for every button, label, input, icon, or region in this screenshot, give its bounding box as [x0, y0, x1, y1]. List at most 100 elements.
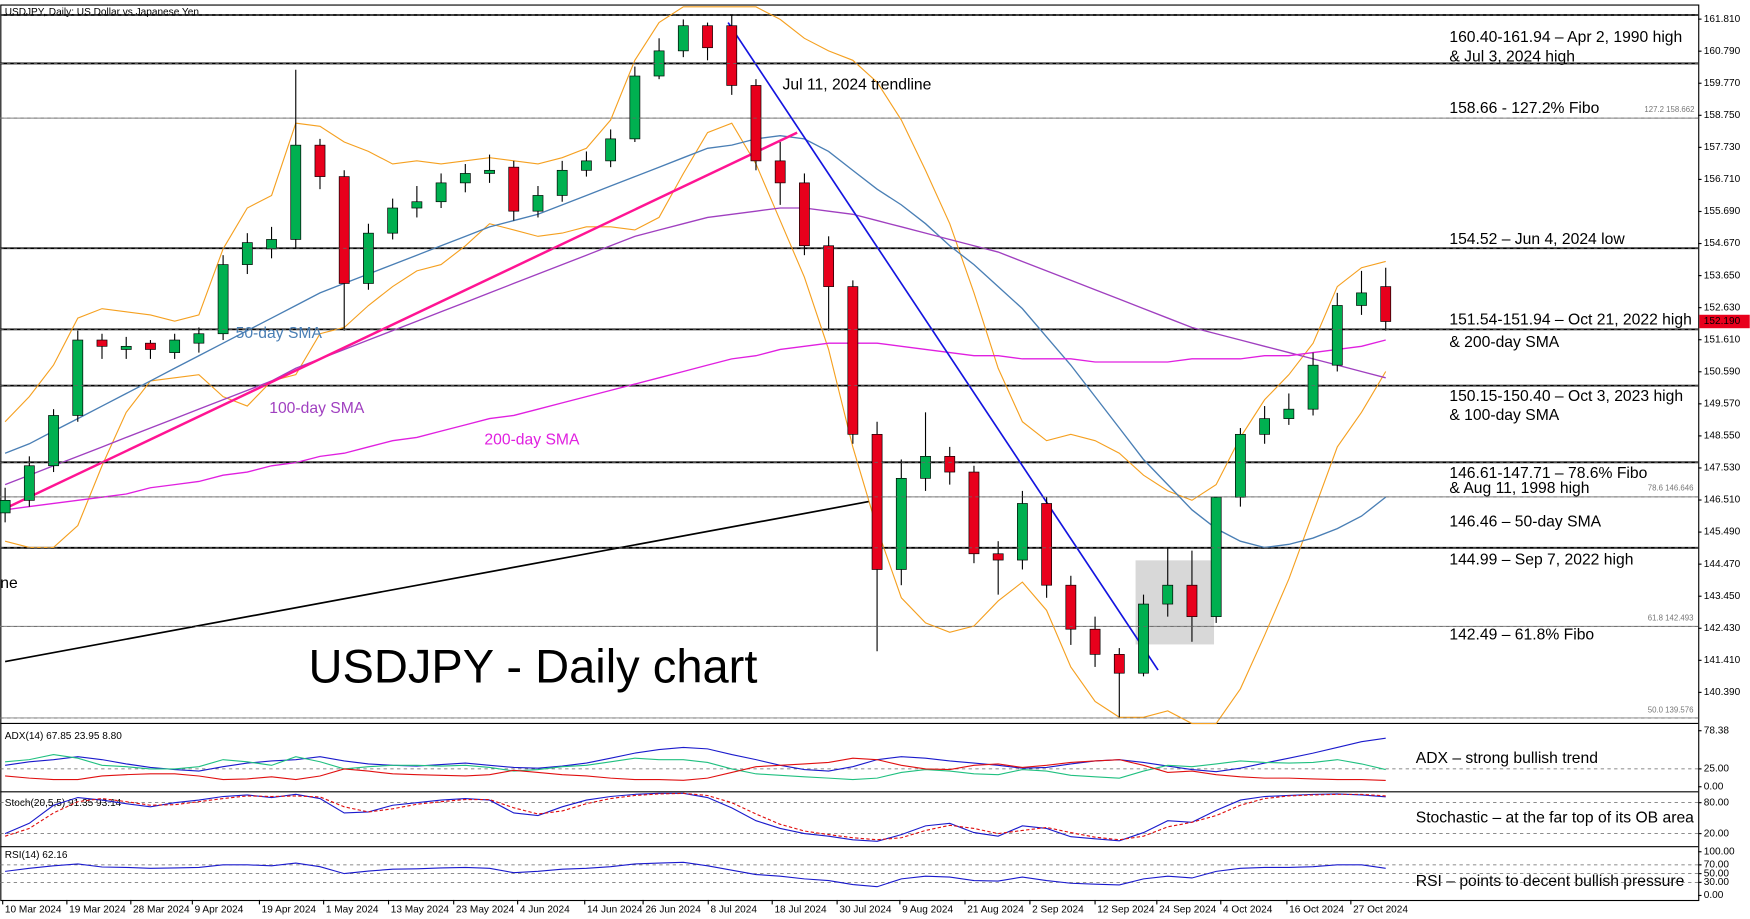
candle-body [1235, 433, 1246, 498]
x-tick-label: 27 Oct 2024 [1353, 905, 1408, 916]
fibo-label: 78.6 146.646 [1648, 484, 1694, 493]
x-tick-label: 8 Jul 2024 [710, 905, 757, 916]
y-tick-label: 159.770 [1704, 78, 1741, 89]
candle-body [241, 242, 253, 265]
candle-body [750, 85, 762, 162]
candle-body [145, 342, 156, 350]
indicator-line [5, 754, 1386, 781]
x-tick-label: 23 May 2024 [456, 905, 515, 916]
trendline [4, 500, 869, 663]
candle-body [1380, 286, 1392, 322]
sma-line [4, 135, 1387, 549]
sma-line [4, 207, 1386, 486]
candle-body [1017, 503, 1028, 561]
indicator-line [5, 737, 1386, 773]
candle-body [847, 286, 859, 435]
candle-body [1065, 584, 1077, 630]
annotation: ne [0, 575, 18, 592]
y-tick-label: 100.00 [1704, 846, 1735, 857]
indicator-line [5, 757, 1386, 782]
x-tick-label: 30 Jul 2024 [839, 905, 892, 916]
candle-body [363, 232, 374, 284]
annotation: 158.66 - 127.2% Fibo [1449, 100, 1599, 117]
candle-body [920, 455, 931, 479]
y-tick-label: 141.410 [1704, 655, 1741, 666]
indicator-line [4, 792, 1386, 841]
candle-body [944, 455, 956, 473]
annotation: 150.15-150.40 – Oct 3, 2023 high [1449, 388, 1683, 405]
y-tick-label: 152.630 [1704, 302, 1741, 313]
x-tick-label: 4 Oct 2024 [1223, 905, 1273, 916]
y-tick-label: 156.710 [1704, 174, 1741, 185]
y-tick-label: 78.38 [1704, 725, 1730, 736]
y-tick-label: 143.450 [1704, 591, 1741, 602]
y-tick-label: 142.430 [1704, 623, 1741, 634]
trendline [727, 22, 1159, 671]
candle-body [72, 339, 84, 416]
x-tick-label: 26 Jun 2024 [645, 905, 701, 916]
candle-body [411, 201, 423, 209]
y-tick-label: 70.00 [1704, 860, 1730, 871]
candle-body [338, 176, 350, 284]
x-tick-label: 9 Aug 2024 [902, 905, 953, 916]
annotation: 144.99 – Sep 7, 2022 high [1449, 552, 1633, 569]
fibo-label: 127.2 158.662 [1644, 105, 1694, 114]
y-tick-label: 50.00 [1704, 868, 1730, 879]
x-tick-label: 13 May 2024 [391, 905, 450, 916]
y-tick-label: 154.670 [1704, 238, 1741, 249]
y-tick-label: 151.610 [1704, 334, 1741, 345]
y-tick-label: 146.510 [1704, 495, 1741, 506]
candle-body [1307, 364, 1319, 410]
last-price-label: 152.190 [1704, 316, 1741, 327]
candle-body [459, 173, 471, 184]
annotation: & 200-day SMA [1449, 334, 1559, 351]
y-tick-label: 0.00 [1704, 781, 1724, 792]
candle-body [992, 553, 1004, 561]
adx-title: ADX(14) 67.85 23.95 8.80 [5, 731, 122, 742]
candle-body [1162, 584, 1174, 605]
y-tick-label: 140.390 [1704, 687, 1741, 698]
candle-body [1138, 603, 1149, 674]
y-tick-label: 0.00 [1704, 890, 1724, 901]
candle-body [629, 75, 641, 140]
plot-frame [0, 4, 1700, 902]
x-tick-label: 12 Sep 2024 [1097, 905, 1155, 916]
x-tick-label: 24 Sep 2024 [1159, 905, 1217, 916]
indicator-line [4, 792, 1386, 842]
candle-body [556, 169, 568, 196]
candle-body [1259, 418, 1270, 435]
y-tick-label: 148.550 [1704, 431, 1741, 442]
candle-body [1331, 305, 1343, 366]
annotation: 151.54-151.94 – Oct 21, 2022 high [1449, 312, 1691, 329]
candle-body [677, 25, 689, 52]
candle-body [290, 144, 302, 240]
rsi-title: RSI(14) 62.16 [5, 850, 68, 861]
candle-body [823, 245, 835, 287]
indicator-line [5, 861, 1386, 888]
candle-body [799, 182, 810, 247]
y-tick-label: 80.00 [1704, 797, 1730, 808]
candle-body [435, 182, 447, 203]
sma-line [4, 339, 1386, 511]
indicator-note: ADX – strong bullish trend [1416, 750, 1598, 767]
stoch-title: Stoch(20,5,5) 91.35 93.14 [5, 798, 122, 809]
x-tick-label: 28 Mar 2024 [133, 905, 190, 916]
candle-body [774, 160, 786, 184]
candle-body [169, 339, 181, 353]
y-tick-label: 158.750 [1704, 110, 1741, 121]
annotation: & Jul 3, 2024 high [1449, 48, 1575, 65]
candle-body [193, 333, 205, 344]
candle-body [968, 471, 980, 555]
candle-body [1089, 628, 1101, 655]
sma-label: 50-day SMA [236, 325, 323, 342]
candle-body [895, 477, 907, 570]
candle-body [0, 500, 11, 514]
annotation: 154.52 – Jun 4, 2024 low [1449, 231, 1625, 248]
x-tick-label: 21 Aug 2024 [967, 905, 1024, 916]
x-tick-label: 14 Jun 2024 [587, 905, 643, 916]
y-tick-label: 145.490 [1704, 527, 1741, 538]
trendline [4, 131, 798, 510]
annotation: 146.46 – 50-day SMA [1449, 513, 1601, 530]
